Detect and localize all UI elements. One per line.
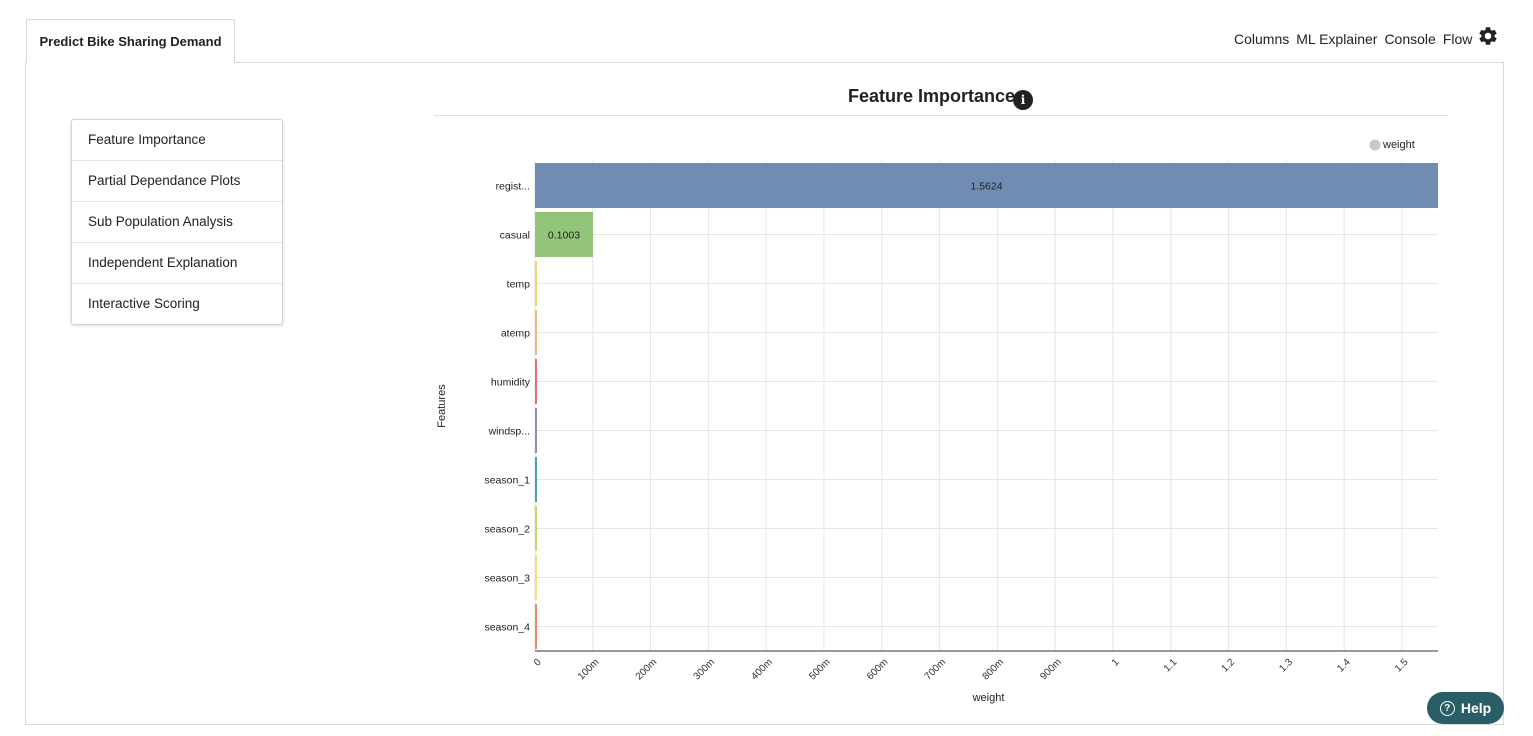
- x-tick-label: 400m: [749, 657, 774, 682]
- gear-icon[interactable]: [1477, 25, 1499, 47]
- x-tick-label: 700m: [923, 657, 948, 682]
- category-label: temp: [507, 279, 531, 291]
- nav-columns[interactable]: Columns: [1234, 31, 1290, 47]
- help-button[interactable]: ? Help: [1427, 692, 1504, 724]
- x-tick-label: 1.4: [1335, 657, 1353, 675]
- x-axis-title: weight: [972, 692, 1005, 704]
- x-tick-label: 300m: [692, 657, 717, 682]
- category-label: season_3: [484, 573, 530, 585]
- bar-season-4: [535, 604, 537, 649]
- x-tick-label: 0: [532, 657, 544, 669]
- bar-atemp: [535, 310, 537, 355]
- legend-swatch: [1369, 139, 1381, 151]
- title-divider: [434, 115, 1448, 116]
- nav-console[interactable]: Console: [1384, 31, 1436, 47]
- bar-season-2: [535, 506, 537, 551]
- chart-title: Feature Importance: [848, 86, 1016, 106]
- bar-casual: [535, 212, 593, 257]
- category-label: windsp...: [488, 426, 530, 438]
- explainer-menu: Feature Importance Partial Dependance Pl…: [71, 119, 283, 325]
- x-tick-label: 100m: [576, 657, 601, 682]
- category-label: humidity: [491, 377, 531, 389]
- x-tick-label: 1.3: [1277, 657, 1295, 675]
- x-tick-label: 500m: [807, 657, 832, 682]
- menu-item-independent-explanation[interactable]: Independent Explanation: [72, 243, 282, 284]
- category-label: season_4: [484, 622, 530, 634]
- bar-regist-: [535, 163, 1438, 208]
- question-icon: ?: [1439, 700, 1455, 716]
- bar-humidity: [535, 359, 537, 404]
- x-tick-label: 1.1: [1162, 657, 1180, 675]
- menu-item-interactive-scoring[interactable]: Interactive Scoring: [88, 296, 200, 311]
- top-navigation: Columns ML Explainer Console Flow: [1234, 28, 1479, 50]
- category-label: atemp: [501, 328, 530, 340]
- bar-season-3: [535, 555, 537, 600]
- bar-temp: [535, 261, 537, 306]
- x-tick-label: 1.2: [1220, 657, 1238, 675]
- category-label: season_2: [484, 524, 530, 536]
- x-tick-label: 1.5: [1393, 657, 1411, 675]
- x-tick-label: 900m: [1038, 657, 1063, 682]
- data-label: 0.1003: [548, 230, 580, 242]
- nav-flow[interactable]: Flow: [1442, 31, 1473, 47]
- menu-item-feature-importance[interactable]: Feature Importance: [72, 120, 282, 161]
- menu-item-sub-population-analysis[interactable]: Sub Population Analysis: [72, 202, 282, 243]
- data-label: 1.5624: [970, 181, 1002, 193]
- x-tick-label: 200m: [634, 657, 659, 682]
- legend-label: weight: [1382, 139, 1415, 151]
- category-label: season_1: [484, 475, 530, 487]
- x-tick-label: 1: [1110, 657, 1122, 669]
- menu-item-partial-dependance-plots[interactable]: Partial Dependance Plots: [72, 161, 282, 202]
- x-tick-label: 800m: [981, 657, 1006, 682]
- tab-predict-bike-sharing-demand[interactable]: Predict Bike Sharing Demand: [26, 19, 235, 63]
- x-tick-label: 600m: [865, 657, 890, 682]
- nav-ml-explainer[interactable]: ML Explainer: [1296, 31, 1378, 47]
- feature-importance-chart: regist... 1.5624 casual 0.1003 temp atemp humi…: [436, 139, 1438, 704]
- info-icon[interactable]: i: [1013, 90, 1033, 110]
- bar-season-1: [535, 457, 537, 502]
- y-axis-title: Features: [436, 384, 448, 428]
- category-label: casual: [500, 230, 530, 242]
- bar-windsp-: [535, 408, 537, 453]
- help-label: Help: [1460, 700, 1492, 716]
- category-label: regist...: [496, 181, 530, 193]
